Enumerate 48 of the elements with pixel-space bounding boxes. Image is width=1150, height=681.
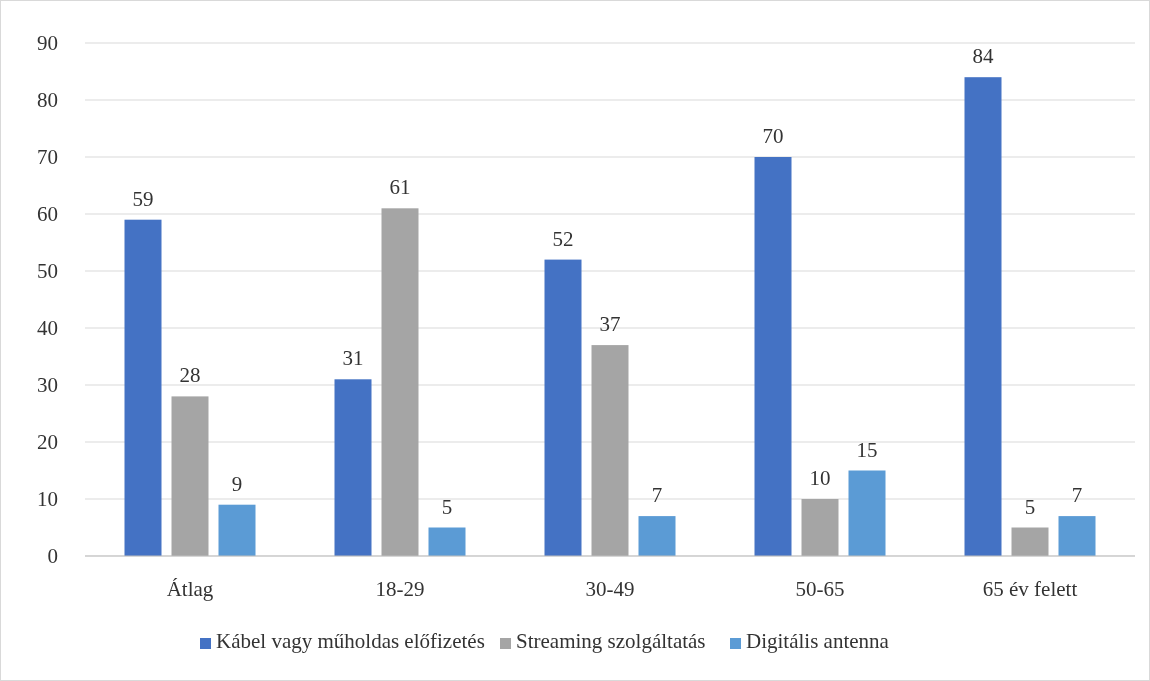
bar [124,219,162,556]
y-tick-label: 30 [37,373,58,398]
data-label: 5 [441,494,453,519]
x-tick-label: 18-29 [375,577,425,601]
y-tick-label: 20 [37,430,58,455]
data-label: 5 [1024,494,1036,519]
data-label: 59 [132,186,154,211]
bar [801,499,839,556]
x-tick-label: Átlag [166,577,214,601]
y-tick-label: 50 [37,259,58,284]
y-tick-label: 80 [37,88,58,113]
bar [754,157,792,556]
x-tick-label: 50-65 [795,577,845,601]
bar [428,527,466,556]
bar [1011,527,1049,556]
data-label: 70 [762,124,784,148]
y-tick-label: 90 [37,31,58,56]
x-tick-label: 65 év felett [982,577,1078,601]
bar [1058,516,1096,556]
y-tick-label: 40 [37,316,58,341]
bar [964,77,1002,556]
bar [334,379,372,556]
data-label: 31 [342,346,364,371]
data-label: 15 [856,437,878,462]
legend-label: Kábel vagy műholdas előfizetés [216,629,485,653]
bar [848,470,886,556]
bar [381,208,419,556]
data-label: 28 [179,363,201,388]
bar [638,516,676,556]
bar [544,259,582,556]
data-label: 10 [809,466,831,490]
data-label: 7 [1071,483,1083,508]
y-tick-label: 0 [47,544,58,569]
y-tick-label: 70 [37,145,58,170]
legend-label: Streaming szolgáltatás [516,629,706,653]
data-label: 9 [231,471,243,496]
data-label: 52 [552,226,574,251]
data-label: 61 [389,175,411,200]
bar [218,504,256,556]
y-tick-label: 10 [37,487,58,512]
data-label: 7 [651,483,663,508]
bar [591,345,629,556]
x-tick-label: 30-49 [585,577,635,601]
y-tick-label: 60 [37,202,58,227]
legend-label: Digitális antenna [746,629,890,653]
bar [171,396,209,556]
data-label: 37 [599,312,621,337]
data-label: 84 [972,44,994,69]
